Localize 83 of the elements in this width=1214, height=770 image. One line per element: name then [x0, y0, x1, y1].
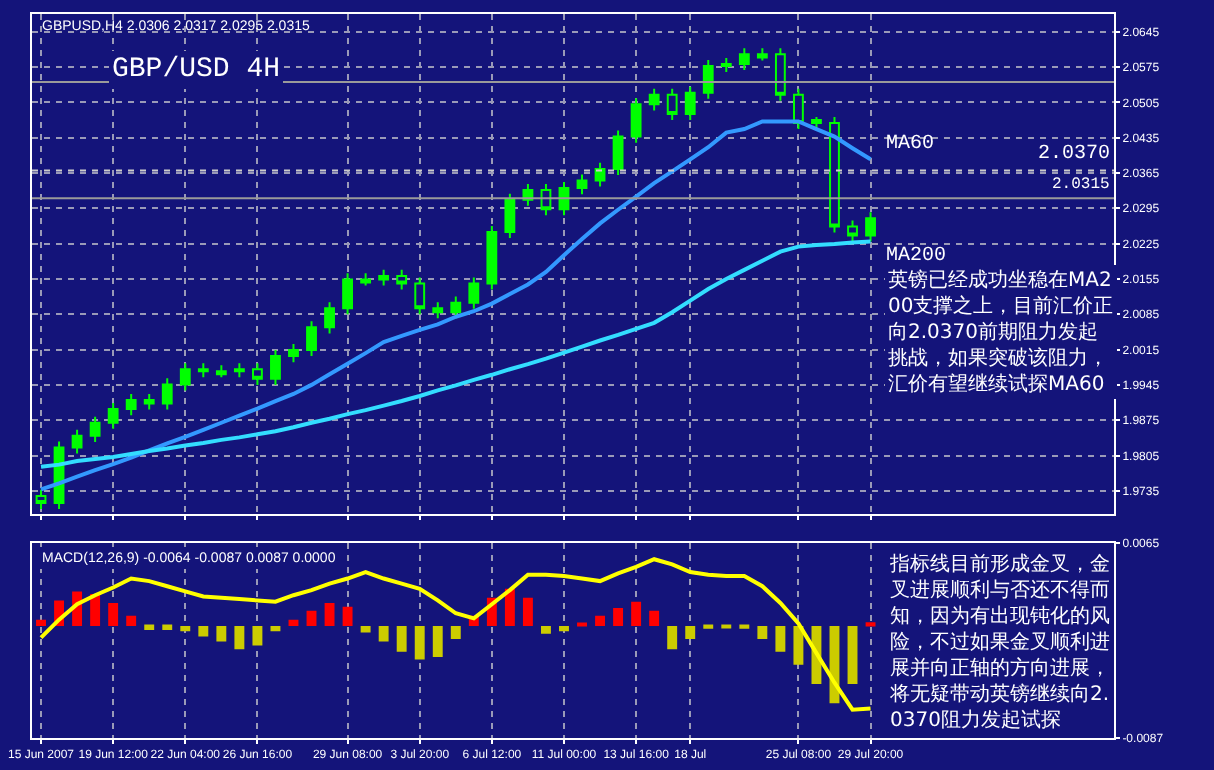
bar [378, 626, 389, 642]
candlestick [125, 392, 137, 417]
bar [324, 602, 335, 627]
candlestick [378, 268, 390, 287]
candlestick [107, 402, 119, 430]
bar [144, 624, 155, 630]
candlestick [594, 161, 606, 188]
candlestick [324, 301, 335, 335]
candlestick [468, 276, 480, 310]
bar [847, 626, 858, 684]
candlestick [396, 268, 408, 291]
series-label: MA60 [886, 134, 935, 156]
bar [180, 626, 191, 632]
bar [162, 624, 173, 630]
bar [414, 626, 425, 660]
bar [432, 626, 443, 657]
candlestick [71, 428, 83, 455]
bar [757, 626, 768, 639]
series-label: MA200 [886, 246, 947, 268]
bar [198, 626, 209, 637]
candlestick [738, 47, 750, 72]
candlestick [504, 192, 516, 240]
candlestick [215, 364, 227, 379]
candlestick [865, 211, 876, 243]
bar [541, 626, 551, 634]
bar [36, 619, 46, 627]
bar [234, 626, 245, 650]
bar [252, 626, 263, 646]
candlestick [270, 349, 281, 386]
candlestick [811, 115, 822, 131]
candlestick [252, 362, 263, 386]
bar [793, 626, 804, 665]
text: 英镑已经成功坐稳在MA200支撑之上，目前汇价正向2.0370前期阻力发起挑战，如果突破该阻力，汇价有望继续试探MA60 [888, 268, 1114, 396]
text: 指标线目前形成金叉，金叉进展顺利与否还不得而知，因为有出现钝化的风险，不过如果金叉顺利进展并向正轴的方向进展，将无疑带动英镑继续向2.0370阻力发起试探 [888, 552, 1110, 732]
candlestick [630, 97, 642, 144]
ref-line-label: 2.0315 [1052, 176, 1111, 194]
text: GBP/USD 4H [112, 54, 281, 86]
bar [504, 588, 515, 627]
candlestick [829, 115, 840, 234]
bar [667, 626, 678, 650]
bar [342, 606, 353, 627]
bar [775, 626, 786, 652]
bar [559, 626, 569, 632]
candlestick [89, 415, 101, 443]
bar [126, 615, 137, 627]
line-series [39, 119, 873, 492]
bar [613, 608, 624, 627]
bar [522, 597, 533, 627]
candlestick [197, 362, 209, 379]
bar [108, 602, 119, 627]
candlestick [342, 272, 353, 316]
candlestick [179, 362, 191, 392]
candlestick [432, 301, 444, 320]
candlestick [143, 392, 155, 411]
candlestick [847, 219, 858, 243]
ref-line-label: 2.0370 [1038, 144, 1111, 166]
bar [450, 626, 461, 639]
candlestick [684, 85, 696, 121]
candlestick [414, 276, 426, 316]
candlestick [720, 56, 732, 74]
bar [360, 626, 371, 633]
candlestick [306, 320, 317, 358]
bar [649, 610, 660, 627]
candlestick [450, 295, 462, 320]
candlestick [666, 87, 678, 121]
candlestick [756, 47, 768, 62]
bar [216, 626, 227, 642]
candlestick [486, 224, 498, 291]
candlestick [612, 129, 624, 176]
candlestick [576, 173, 588, 196]
candlestick [648, 87, 660, 112]
candlestick [233, 362, 245, 379]
line-series [39, 239, 873, 469]
bar [396, 626, 407, 652]
candlestick [35, 488, 47, 511]
bar [685, 626, 696, 639]
bar [595, 615, 605, 627]
candlestick [360, 272, 372, 287]
candlestick [288, 343, 299, 364]
candlestick [774, 47, 786, 102]
candlestick [161, 377, 173, 411]
bar [631, 601, 642, 627]
candlestick [702, 58, 714, 100]
